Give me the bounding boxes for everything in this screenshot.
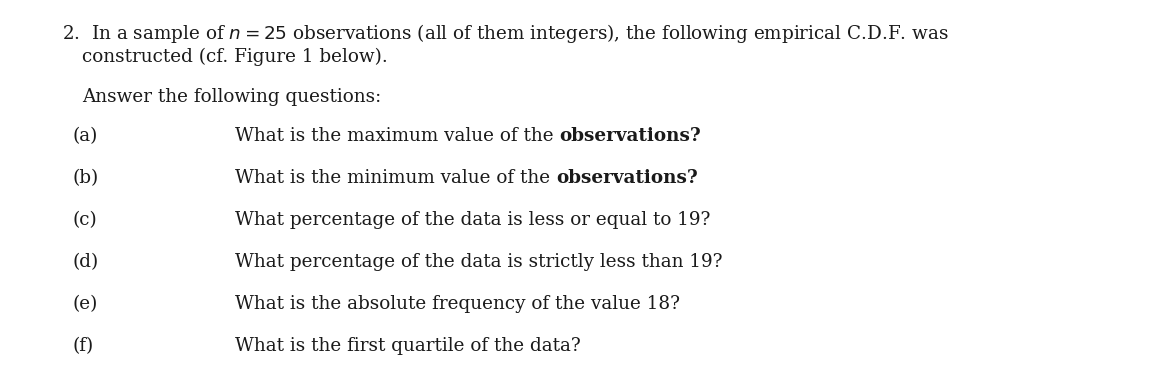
Text: What is the maximum value of the: What is the maximum value of the <box>235 127 559 145</box>
Text: (f): (f) <box>73 337 94 355</box>
Text: (e): (e) <box>73 295 97 313</box>
Text: (c): (c) <box>73 211 97 229</box>
Text: (d): (d) <box>73 253 98 271</box>
Text: observations?: observations? <box>556 169 697 187</box>
Text: observations?: observations? <box>559 127 701 145</box>
Text: Answer the following questions:: Answer the following questions: <box>82 88 381 106</box>
Text: (b): (b) <box>73 169 98 187</box>
Text: 2.  In a sample of $n = 25$ observations (all of them integers), the following e: 2. In a sample of $n = 25$ observations … <box>62 22 949 45</box>
Text: (a): (a) <box>73 127 97 145</box>
Text: What is the minimum value of the: What is the minimum value of the <box>235 169 556 187</box>
Text: What is the absolute frequency of the value 18?: What is the absolute frequency of the va… <box>235 295 680 313</box>
Text: What percentage of the data is less or equal to 19?: What percentage of the data is less or e… <box>235 211 710 229</box>
Text: What is the first quartile of the data?: What is the first quartile of the data? <box>235 337 580 355</box>
Text: constructed (cf. Figure 1 below).: constructed (cf. Figure 1 below). <box>82 48 387 66</box>
Text: What percentage of the data is strictly less than 19?: What percentage of the data is strictly … <box>235 253 723 271</box>
